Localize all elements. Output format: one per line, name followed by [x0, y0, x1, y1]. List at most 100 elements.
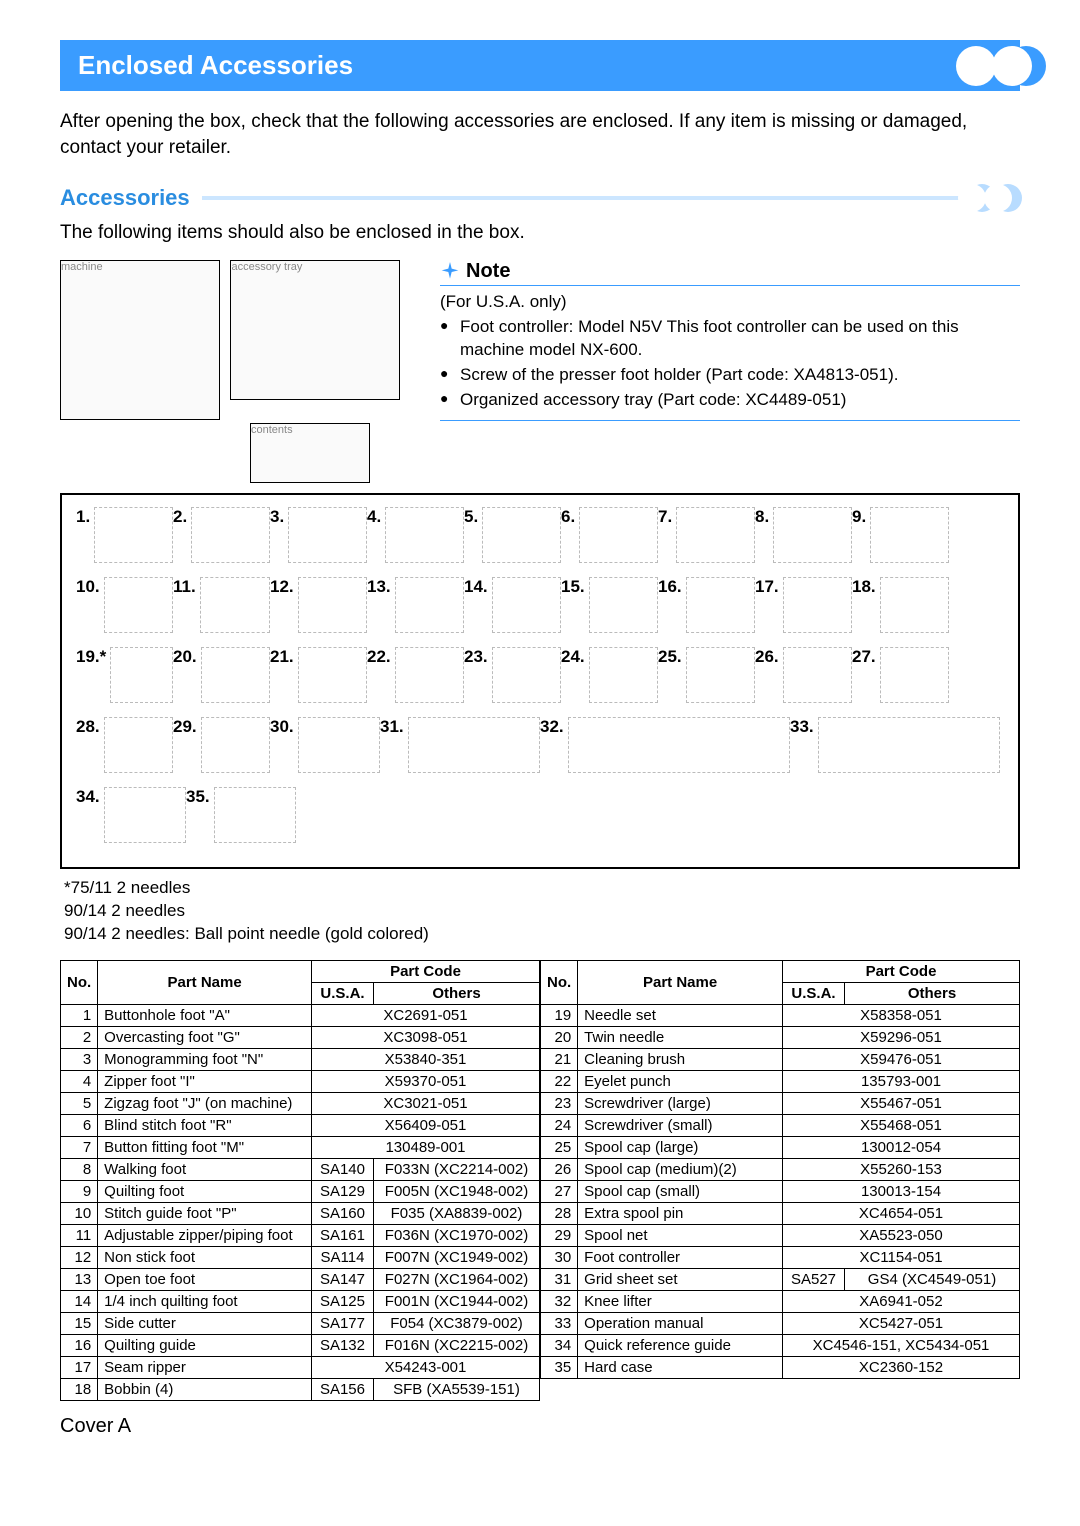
cell-no: 6 — [61, 1115, 98, 1137]
item-thumb — [783, 577, 852, 633]
item-cell: 14. — [464, 577, 561, 647]
item-number: 27. — [852, 647, 876, 667]
cell-name: Spool net — [578, 1225, 783, 1247]
item-number: 4. — [367, 507, 381, 527]
subtext: The following items should also be enclo… — [60, 222, 1020, 244]
item-cell: 26. — [755, 647, 852, 717]
th-usa: U.S.A. — [783, 983, 845, 1005]
cell-no: 3 — [61, 1049, 98, 1071]
cell-no: 26 — [541, 1159, 578, 1181]
table-row: 32 Knee lifter XA6941-052 — [541, 1291, 1020, 1313]
cell-code: X54243-001 — [311, 1357, 539, 1379]
item-cell: 22. — [367, 647, 464, 717]
cell-name: Eyelet punch — [578, 1071, 783, 1093]
cell-code: X59476-051 — [783, 1049, 1020, 1071]
item-thumb — [104, 787, 186, 843]
item-cell: 15. — [561, 577, 658, 647]
cell-others: F001N (XC1944-002) — [373, 1291, 539, 1313]
item-thumb — [191, 507, 270, 563]
table-row: 29 Spool net XA5523-050 — [541, 1225, 1020, 1247]
item-number: 16. — [658, 577, 682, 597]
item-cell: 6. — [561, 507, 658, 577]
cell-no: 11 — [61, 1225, 98, 1247]
note-item: Screw of the presser foot holder (Part c… — [440, 364, 1020, 387]
note-title: Note — [466, 260, 510, 283]
item-number: 28. — [76, 717, 100, 737]
cell-code: X59370-051 — [311, 1071, 539, 1093]
item-thumb — [492, 577, 561, 633]
cell-no: 25 — [541, 1137, 578, 1159]
table-row: 20 Twin needle X59296-051 — [541, 1027, 1020, 1049]
table-row: 34 Quick reference guide XC4546-151, XC5… — [541, 1335, 1020, 1357]
cell-no: 22 — [541, 1071, 578, 1093]
cell-usa: SA177 — [311, 1313, 373, 1335]
cell-name: Extra spool pin — [578, 1203, 783, 1225]
item-cell: 28. — [76, 717, 173, 787]
item-cell: 10. — [76, 577, 173, 647]
cell-no: 2 — [61, 1027, 98, 1049]
cell-code: X55467-051 — [783, 1093, 1020, 1115]
table-row: 8 Walking foot SA140 F033N (XC2214-002) — [61, 1159, 540, 1181]
parts-tables: No. Part Name Part Code U.S.A. Others 1 … — [60, 960, 1020, 1401]
item-thumb — [408, 717, 540, 773]
title-bar: Enclosed Accessories — [60, 40, 1020, 91]
item-thumb — [201, 647, 270, 703]
needle-notes: *75/11 2 needles 90/14 2 needles 90/14 2… — [64, 877, 1020, 946]
item-cell: 9. — [852, 507, 949, 577]
table-row: 35 Hard case XC2360-152 — [541, 1357, 1020, 1379]
parts-table-right: No. Part Name Part Code U.S.A. Others 19… — [540, 960, 1020, 1401]
cell-name: Walking foot — [98, 1159, 312, 1181]
item-cell: 29. — [173, 717, 270, 787]
cell-others: F027N (XC1964-002) — [373, 1269, 539, 1291]
th-no: No. — [541, 961, 578, 1005]
cell-no: 31 — [541, 1269, 578, 1291]
item-cell: 5. — [464, 507, 561, 577]
cell-name: Needle set — [578, 1005, 783, 1027]
item-thumb — [104, 717, 173, 773]
cell-name: Knee lifter — [578, 1291, 783, 1313]
cell-usa: SA527 — [783, 1269, 845, 1291]
item-number: 22. — [367, 647, 391, 667]
item-thumb — [94, 507, 173, 563]
cell-name: Open toe foot — [98, 1269, 312, 1291]
tray-illustration: accessory tray — [230, 260, 400, 400]
table-row: 10 Stitch guide foot "P" SA160 F035 (XA8… — [61, 1203, 540, 1225]
cell-code: XC1154-051 — [783, 1247, 1020, 1269]
item-cell: 1. — [76, 507, 173, 577]
item-number: 31. — [380, 717, 404, 737]
cell-name: Adjustable zipper/piping foot — [98, 1225, 312, 1247]
cell-name: Grid sheet set — [578, 1269, 783, 1291]
item-number: 23. — [464, 647, 488, 667]
cell-name: Quick reference guide — [578, 1335, 783, 1357]
cell-code: XC5427-051 — [783, 1313, 1020, 1335]
machine-illustration: machine — [60, 260, 220, 420]
tray-contents-illustration: contents — [250, 423, 370, 483]
cell-no: 15 — [61, 1313, 98, 1335]
item-cell: 16. — [658, 577, 755, 647]
item-number: 11. — [173, 577, 196, 597]
note-column: Note (For U.S.A. only) Foot controller: … — [440, 260, 1020, 483]
cover-label: Cover A — [60, 1415, 1020, 1438]
cell-name: Blind stitch foot "R" — [98, 1115, 312, 1137]
item-cell: 21. — [270, 647, 367, 717]
table-row: 3 Monogramming foot "N" X53840-351 — [61, 1049, 540, 1071]
th-name: Part Name — [578, 961, 783, 1005]
cell-no: 27 — [541, 1181, 578, 1203]
item-thumb — [395, 577, 464, 633]
cell-name: Hard case — [578, 1357, 783, 1379]
cell-name: Bobbin (4) — [98, 1379, 312, 1401]
item-thumb — [385, 507, 464, 563]
cell-name: Twin needle — [578, 1027, 783, 1049]
cell-code: X55468-051 — [783, 1115, 1020, 1137]
cell-no: 24 — [541, 1115, 578, 1137]
item-number: 18. — [852, 577, 876, 597]
parts-table-left: No. Part Name Part Code U.S.A. Others 1 … — [60, 960, 540, 1401]
items-frame: 1.2.3.4.5.6.7.8.9.10.11.12.13.14.15.16.1… — [60, 493, 1020, 869]
item-number: 5. — [464, 507, 478, 527]
item-number: 14. — [464, 577, 488, 597]
item-number: 33. — [790, 717, 814, 737]
item-thumb — [288, 507, 367, 563]
table-row: 6 Blind stitch foot "R" X56409-051 — [61, 1115, 540, 1137]
cell-others: F005N (XC1948-002) — [373, 1181, 539, 1203]
cell-name: Non stick foot — [98, 1247, 312, 1269]
